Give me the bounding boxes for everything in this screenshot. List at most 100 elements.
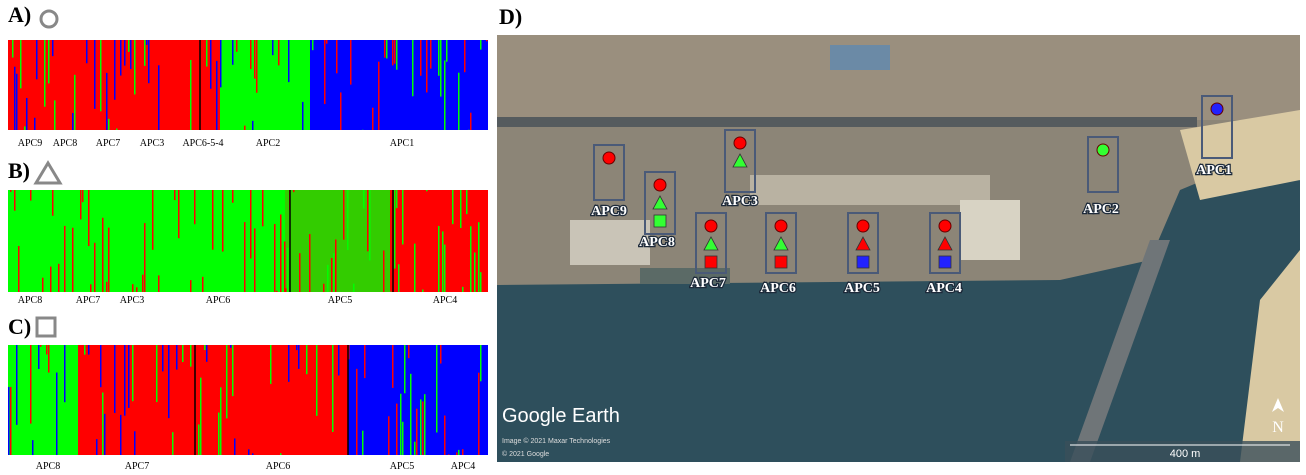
admixture-spike: [218, 412, 220, 455]
group-label: APC7: [76, 295, 100, 306]
admixture-spike: [302, 101, 304, 130]
admixture-spike: [276, 290, 278, 292]
structure-plot-a: [8, 40, 488, 131]
admixture-spike: [14, 66, 16, 130]
admixture-spike: [478, 222, 480, 292]
admixture-spike: [198, 424, 200, 455]
admixture-spike: [323, 283, 325, 292]
admixture-spike: [52, 40, 54, 57]
admixture-spike: [74, 74, 76, 130]
admixture-spike: [316, 345, 318, 416]
admixture-spike: [120, 40, 122, 76]
admixture-spike: [116, 128, 118, 130]
admixture-spike: [400, 393, 402, 455]
admixture-spike: [486, 40, 488, 42]
admixture-spike: [333, 253, 335, 292]
site-markers: APC9 APC8 APC3 APC7 APC6 APC5 APC4 APC2 APC1: [590, 95, 1233, 297]
admixture-spike: [46, 345, 48, 355]
group-label: APC5: [390, 461, 414, 472]
cluster-block: [220, 40, 310, 130]
admixture-spike: [309, 234, 311, 292]
admixture-spike: [10, 190, 12, 192]
site-box: [929, 212, 961, 274]
admixture-spike: [460, 190, 462, 228]
admixture-spike: [86, 40, 88, 64]
group-label: APC8: [18, 295, 42, 306]
admixture-spike: [420, 40, 422, 76]
admixture-spike: [94, 40, 96, 109]
admixture-spike: [392, 345, 394, 388]
site-marker: [774, 255, 788, 269]
admixture-spike: [396, 403, 398, 455]
admixture-spike: [299, 253, 301, 292]
admixture-spike: [88, 190, 90, 247]
admixture-spike: [134, 431, 136, 455]
site-marker: [653, 178, 667, 192]
admixture-spike: [200, 377, 202, 455]
admixture-spike: [124, 345, 126, 416]
group-label: APC5: [328, 295, 352, 306]
admixture-spike: [24, 126, 26, 130]
admixture-spike: [144, 223, 146, 292]
admixture-spike: [206, 40, 208, 67]
group-label: APC3: [140, 138, 164, 149]
panel-label: C): [8, 314, 31, 339]
admixture-spike: [50, 266, 52, 292]
admixture-spike: [94, 242, 96, 292]
admixture-spike: [8, 386, 10, 455]
admixture-spike: [462, 449, 464, 455]
admixture-spike: [298, 345, 300, 369]
admixture-spike: [331, 257, 333, 292]
north-label: N: [1272, 419, 1284, 436]
admixture-spike: [394, 190, 396, 269]
admixture-spike: [16, 345, 18, 425]
site-marker: [773, 236, 789, 251]
admixture-spike: [178, 190, 180, 239]
admixture-spike: [296, 345, 298, 351]
site-marker: [733, 136, 747, 150]
admixture-spike: [32, 440, 34, 455]
admixture-spike: [367, 190, 369, 252]
admixture-spike: [402, 421, 404, 455]
admixture-spike: [347, 190, 349, 251]
admixture-spike: [190, 345, 192, 367]
admixture-spike: [408, 345, 410, 359]
admixture-spike: [102, 217, 104, 292]
site-label: APC9: [591, 204, 627, 219]
admixture-spike: [58, 263, 60, 292]
admixture-spike: [312, 40, 314, 51]
admixture-spike: [134, 40, 136, 95]
site-label: APC1: [1196, 163, 1232, 178]
admixture-spike: [20, 40, 22, 89]
admixture-spike: [353, 283, 355, 292]
admixture-spike: [212, 190, 214, 250]
admixture-spike: [124, 40, 126, 66]
cluster-block: [8, 190, 285, 292]
admixture-spike: [128, 40, 130, 52]
admixture-spike: [254, 40, 256, 79]
admixture-spike: [422, 401, 424, 455]
admixture-spike: [102, 392, 104, 455]
site-marker: [855, 236, 871, 251]
admixture-spike: [252, 120, 254, 130]
admixture-spike: [114, 345, 116, 413]
admixture-spike: [336, 40, 338, 74]
admixture-spike: [158, 275, 160, 292]
admixture-spike: [410, 373, 412, 455]
structure-plot-b: [8, 190, 488, 292]
admixture-spike: [456, 452, 458, 455]
admixture-spike: [248, 449, 250, 455]
admixture-spike: [444, 244, 446, 292]
admixture-spike: [82, 190, 84, 203]
admixture-spike: [232, 190, 234, 203]
admixture-spike: [414, 243, 416, 292]
admixture-spike: [306, 345, 308, 375]
group-label: APC8: [53, 138, 77, 149]
admixture-spike: [392, 40, 394, 66]
admixture-spike: [132, 345, 134, 402]
admixture-spike: [210, 40, 212, 89]
site-box: [1087, 136, 1119, 193]
site-label: APC6: [760, 281, 796, 296]
admixture-spike: [256, 40, 258, 93]
admixture-spike: [343, 190, 345, 240]
